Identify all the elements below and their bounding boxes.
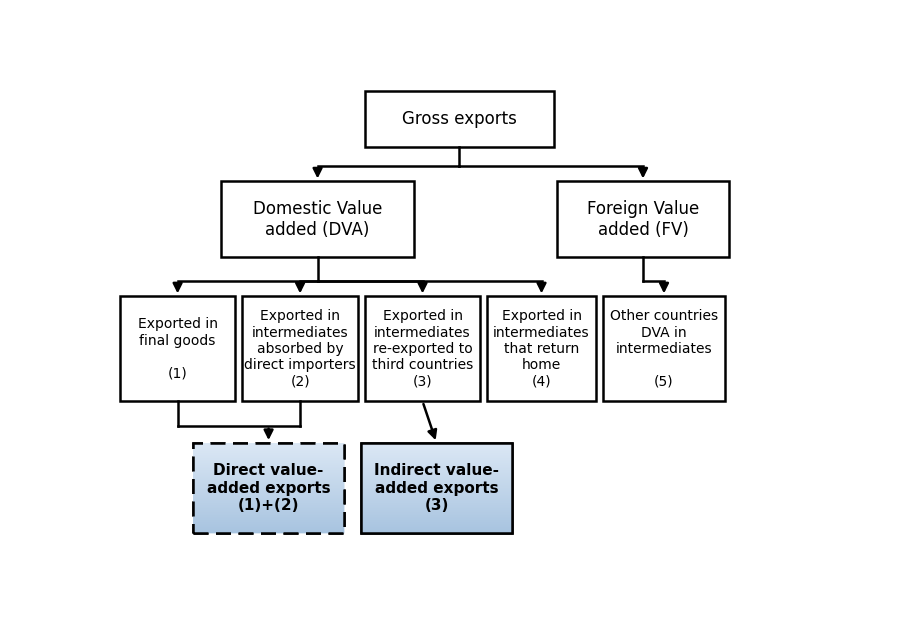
- FancyBboxPatch shape: [364, 91, 553, 147]
- FancyBboxPatch shape: [221, 182, 413, 257]
- Text: Indirect value-
added exports
(3): Indirect value- added exports (3): [373, 464, 499, 513]
- Text: Exported in
intermediates
that return
home
(4): Exported in intermediates that return ho…: [492, 309, 589, 388]
- Text: Exported in
intermediates
re-exported to
third countries
(3): Exported in intermediates re-exported to…: [372, 309, 473, 388]
- FancyBboxPatch shape: [361, 443, 511, 533]
- FancyBboxPatch shape: [242, 297, 357, 401]
- FancyBboxPatch shape: [487, 297, 595, 401]
- Text: Other countries
DVA in
intermediates

(5): Other countries DVA in intermediates (5): [609, 309, 717, 388]
- Text: Direct value-
added exports
(1)+(2): Direct value- added exports (1)+(2): [207, 464, 330, 513]
- FancyBboxPatch shape: [557, 182, 728, 257]
- Text: Domestic Value
added (DVA): Domestic Value added (DVA): [253, 200, 382, 239]
- Text: Gross exports: Gross exports: [401, 110, 516, 128]
- FancyBboxPatch shape: [193, 443, 344, 533]
- Text: Exported in
final goods

(1): Exported in final goods (1): [137, 318, 217, 380]
- FancyBboxPatch shape: [120, 297, 235, 401]
- FancyBboxPatch shape: [603, 297, 724, 401]
- Text: Exported in
intermediates
absorbed by
direct importers
(2): Exported in intermediates absorbed by di…: [244, 309, 355, 388]
- Text: Foreign Value
added (FV): Foreign Value added (FV): [586, 200, 698, 239]
- FancyBboxPatch shape: [364, 297, 480, 401]
